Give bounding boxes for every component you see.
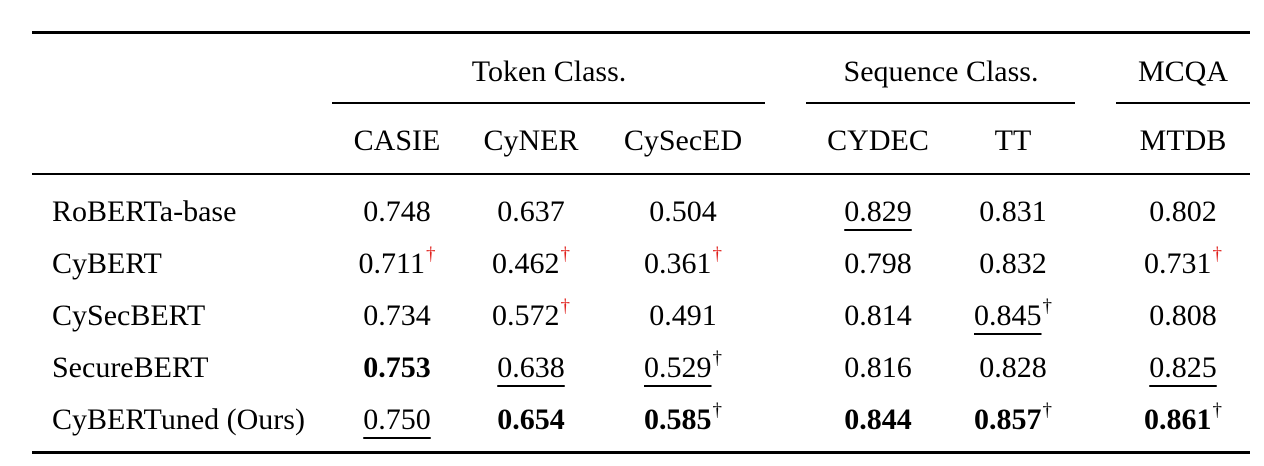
- cell-value: 0.585: [644, 403, 712, 436]
- cell-value: 0.654: [497, 403, 565, 436]
- table-cell: 0.861†: [1144, 400, 1223, 442]
- cell-value: 0.861: [1144, 403, 1212, 436]
- cell-value: 0.816: [844, 351, 912, 384]
- cell-value: 0.825: [1149, 351, 1217, 384]
- group-header-mcqa: MCQA: [1137, 55, 1229, 88]
- token-class-cmidrule: [332, 102, 765, 104]
- dagger-mark: †: [1042, 400, 1053, 421]
- dagger-mark: †: [425, 244, 436, 265]
- mcqa-cmidrule: [1116, 102, 1250, 104]
- cell-value: 0.572: [492, 299, 560, 332]
- table-cell: 0.802: [1149, 194, 1217, 230]
- table-cell: 0.750: [363, 402, 431, 438]
- cell-value: 0.828: [979, 351, 1047, 384]
- group-header-sequence-class: Sequence Class.: [843, 55, 1039, 88]
- cell-value: 0.731: [1144, 247, 1212, 280]
- row-model-name: CySecBERT: [52, 299, 206, 332]
- table-cell: 0.585†: [644, 400, 723, 442]
- column-header-casie: CASIE: [353, 124, 441, 157]
- cell-value: 0.844: [844, 403, 912, 436]
- cell-value: 0.361: [644, 247, 712, 280]
- table-cell: 0.748: [363, 194, 431, 230]
- table-cell: 0.808: [1149, 298, 1217, 334]
- column-header-cysecED: CySecED: [623, 124, 743, 157]
- cell-value: 0.750: [363, 403, 431, 436]
- row-model-name: SecureBERT: [52, 351, 209, 384]
- table-cell: 0.654: [497, 402, 565, 438]
- column-header-cyner: CyNER: [483, 124, 579, 157]
- cell-value: 0.504: [649, 195, 717, 228]
- cell-value: 0.798: [844, 247, 912, 280]
- cell-value: 0.462: [492, 247, 560, 280]
- dagger-mark: †: [1212, 244, 1223, 265]
- cell-value: 0.734: [363, 299, 431, 332]
- bottom-rule: [32, 451, 1250, 454]
- cell-value: 0.845: [974, 299, 1042, 332]
- dagger-mark: †: [1212, 400, 1223, 421]
- cell-value: 0.808: [1149, 299, 1217, 332]
- cell-value: 0.748: [363, 195, 431, 228]
- column-header-cydec: CYDEC: [827, 124, 929, 157]
- cell-value: 0.832: [979, 247, 1047, 280]
- table-cell: 0.828: [979, 350, 1047, 386]
- row-model-name: CyBERT: [52, 247, 162, 280]
- table-cell: 0.857†: [974, 400, 1053, 442]
- cell-value: 0.711: [358, 247, 425, 280]
- group-header-token-class: Token Class.: [471, 55, 627, 88]
- top-rule: [32, 31, 1250, 34]
- cell-value: 0.637: [497, 195, 565, 228]
- table-cell: 0.798: [844, 246, 912, 282]
- dagger-mark: †: [560, 244, 571, 265]
- table-cell: 0.504: [649, 194, 717, 230]
- table-cell: 0.832: [979, 246, 1047, 282]
- column-header-tt: TT: [994, 124, 1032, 157]
- table-cell: 0.638: [497, 350, 565, 386]
- table-cell: 0.844: [844, 402, 912, 438]
- dagger-mark: †: [712, 348, 723, 369]
- column-header-mtdb: MTDB: [1139, 124, 1227, 157]
- sequence-class-cmidrule: [806, 102, 1075, 104]
- header-rule: [32, 173, 1250, 175]
- row-model-name: CyBERTuned (Ours): [52, 403, 305, 436]
- table-cell: 0.753: [363, 350, 431, 386]
- cell-value: 0.529: [644, 351, 712, 384]
- table-cell: 0.361†: [644, 244, 723, 286]
- table-cell: 0.711†: [358, 244, 436, 286]
- table-cell: 0.829: [844, 194, 912, 230]
- table-cell: 0.491: [649, 298, 717, 334]
- table-cell: 0.825: [1149, 350, 1217, 386]
- table-cell: 0.731†: [1144, 244, 1223, 286]
- cell-value: 0.829: [844, 195, 912, 228]
- dagger-mark: †: [712, 400, 723, 421]
- cell-value: 0.491: [649, 299, 717, 332]
- cell-value: 0.814: [844, 299, 912, 332]
- table-cell: 0.814: [844, 298, 912, 334]
- cell-value: 0.753: [363, 351, 431, 384]
- table-cell: 0.734: [363, 298, 431, 334]
- dagger-mark: †: [1042, 296, 1053, 317]
- cell-value: 0.802: [1149, 195, 1217, 228]
- cell-value: 0.857: [974, 403, 1042, 436]
- table-cell: 0.831: [979, 194, 1047, 230]
- cell-value: 0.638: [497, 351, 565, 384]
- dagger-mark: †: [712, 244, 723, 265]
- table-cell: 0.637: [497, 194, 565, 230]
- table-cell: 0.462†: [492, 244, 571, 286]
- table-cell: 0.529†: [644, 348, 723, 390]
- dagger-mark: †: [560, 296, 571, 317]
- table-cell: 0.845†: [974, 296, 1053, 338]
- cell-value: 0.831: [979, 195, 1047, 228]
- row-model-name: RoBERTa-base: [52, 195, 237, 228]
- table-cell: 0.816: [844, 350, 912, 386]
- table-cell: 0.572†: [492, 296, 571, 338]
